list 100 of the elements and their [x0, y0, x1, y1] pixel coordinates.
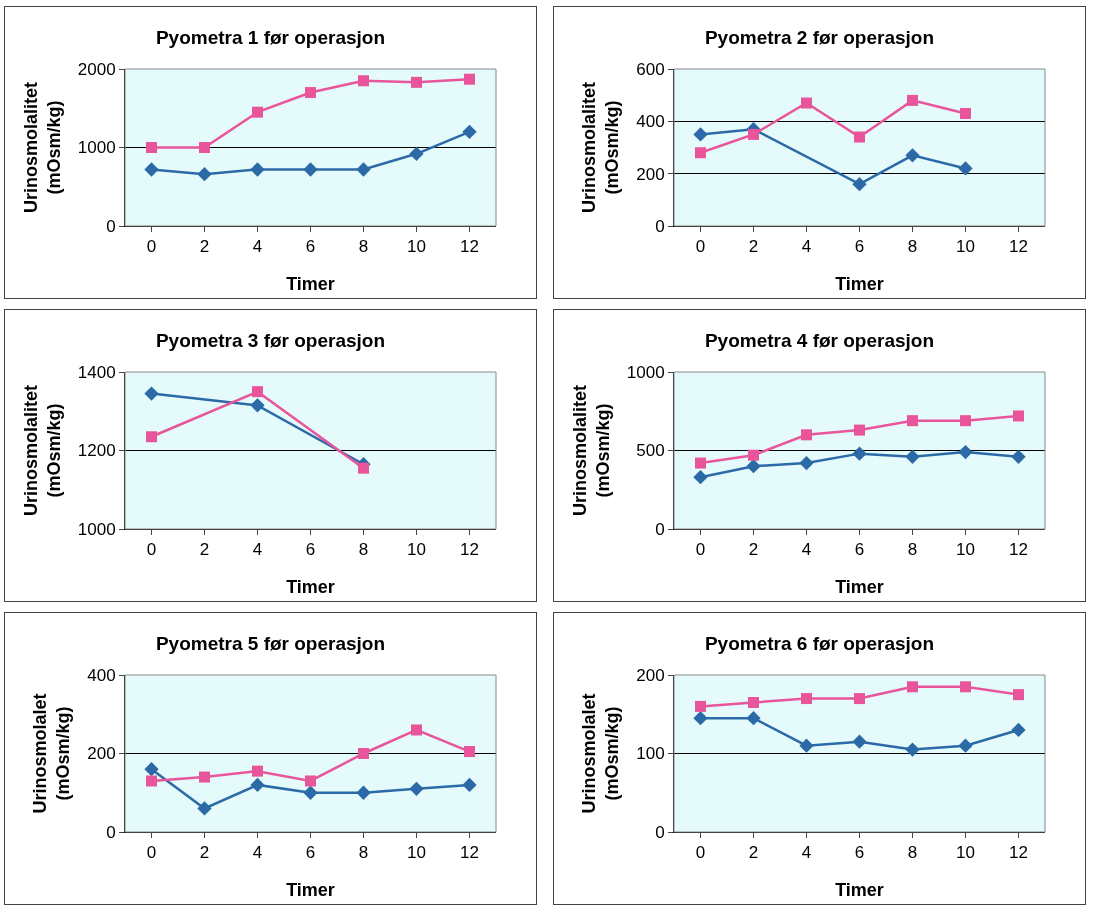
point [905, 148, 920, 163]
x-tick-label: 10 [407, 843, 426, 863]
chart-title: Pyometra 2 før operasjon [704, 26, 935, 48]
point [960, 681, 971, 693]
x-tick-label: 6 [305, 237, 316, 257]
x-tick-label: 8 [907, 540, 918, 560]
y-tick-label: 200 [636, 164, 665, 184]
point [250, 398, 265, 413]
point [907, 681, 918, 693]
point [801, 97, 812, 109]
point [907, 415, 918, 427]
point [748, 696, 759, 708]
point [356, 785, 371, 800]
point [1013, 689, 1024, 701]
point [250, 162, 265, 177]
x-tick-label: 12 [460, 237, 479, 257]
y-tick-label: 200 [87, 744, 116, 764]
x-tick-label: 4 [801, 237, 812, 257]
y-axis-title: Urinosmolalitet (mOsm/kg) [579, 81, 623, 214]
x-tick-label: 10 [956, 237, 975, 257]
x-tick-label: 12 [1009, 540, 1028, 560]
x-tick-label: 12 [460, 843, 479, 863]
point [146, 431, 157, 443]
point [852, 176, 867, 192]
y-tick-label: 2000 [77, 59, 116, 79]
y-tick-label: 1400 [77, 362, 116, 382]
x-tick-label: 4 [801, 843, 812, 863]
y-axis-title: Urinosmolalitet (mOsm/kg) [20, 81, 64, 214]
x-tick-label: 12 [460, 540, 479, 560]
x-axis-title: Timer [286, 577, 335, 597]
point [748, 449, 759, 461]
point [1011, 449, 1026, 464]
point [409, 781, 424, 796]
point [464, 746, 475, 758]
point [252, 106, 263, 118]
chart-title: Pyometra 3 før operasjon [155, 329, 386, 351]
point [960, 107, 971, 119]
point [693, 127, 708, 142]
point [907, 94, 918, 106]
y-tick-label: 200 [636, 665, 665, 685]
point [462, 124, 477, 139]
point [252, 386, 263, 398]
point [199, 771, 210, 783]
point [695, 147, 706, 159]
point [958, 444, 973, 460]
point [746, 711, 761, 726]
x-tick-label: 8 [907, 237, 918, 257]
point [960, 415, 971, 427]
point [905, 449, 920, 464]
point [746, 459, 761, 474]
point [356, 162, 371, 177]
chart-title: Pyometra 1 før operasjon [155, 26, 386, 48]
x-tick-label: 10 [956, 843, 975, 863]
point [358, 748, 369, 759]
x-tick-label: 2 [199, 843, 210, 863]
point [854, 693, 865, 705]
y-axis-title: Urinosmolalet (mOsm/kg) [579, 693, 623, 814]
x-tick-label: 10 [956, 540, 975, 560]
point [852, 446, 867, 461]
point [409, 146, 424, 161]
x-tick-label: 4 [801, 540, 812, 560]
x-tick-label: 0 [695, 843, 706, 863]
x-tick-label: 12 [1009, 843, 1028, 863]
x-axis-title: Timer [286, 274, 335, 294]
y-tick-label: 100 [636, 744, 665, 764]
x-tick-label: 4 [252, 540, 263, 560]
y-tick-label: 600 [636, 59, 665, 79]
y-tick-label: 0 [106, 822, 116, 842]
chart-title: Pyometra 4 før operasjon [704, 329, 935, 351]
point [144, 162, 159, 177]
x-tick-label: 2 [748, 843, 759, 863]
point [905, 742, 920, 757]
point [462, 777, 477, 793]
point [854, 131, 865, 143]
y-tick-label: 1200 [77, 441, 116, 461]
point [958, 161, 973, 176]
x-tick-label: 2 [748, 237, 759, 257]
x-tick-label: 10 [407, 237, 426, 257]
point [1013, 410, 1024, 422]
point [1011, 722, 1026, 738]
point [252, 765, 263, 777]
x-tick-label: 6 [854, 237, 865, 257]
chart-title: Pyometra 6 før operasjon [704, 632, 935, 654]
point [197, 801, 212, 816]
y-tick-label: 1000 [626, 362, 665, 382]
y-tick-label: 0 [655, 822, 665, 842]
point [358, 462, 369, 474]
point [799, 455, 814, 471]
point [146, 775, 157, 787]
x-tick-label: 2 [199, 540, 210, 560]
point [250, 777, 265, 793]
x-tick-label: 8 [358, 540, 369, 560]
point [144, 386, 159, 401]
x-tick-label: 6 [854, 540, 865, 560]
point [303, 785, 318, 800]
point [305, 775, 316, 787]
point [411, 724, 422, 736]
chart-title: Pyometra 5 før operasjon [155, 632, 386, 654]
point [693, 711, 708, 726]
point [958, 738, 973, 753]
